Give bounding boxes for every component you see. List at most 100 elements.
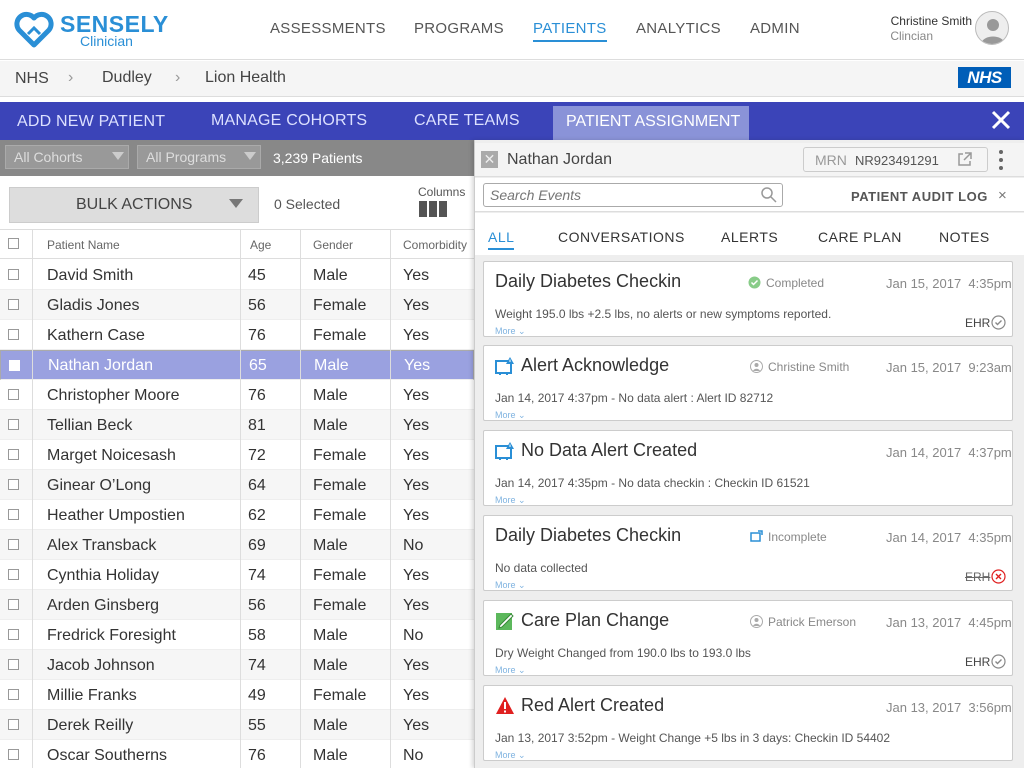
more-link[interactable]: More ⌄ xyxy=(495,410,526,420)
row-checkbox[interactable] xyxy=(8,449,19,460)
row-checkbox[interactable] xyxy=(8,629,19,640)
more-link[interactable]: More ⌄ xyxy=(495,326,526,336)
row-checkbox[interactable] xyxy=(8,299,19,310)
cell-name: Jacob Johnson xyxy=(47,657,155,674)
column-header-age[interactable]: Age xyxy=(250,238,272,252)
event-status: Patrick Emerson xyxy=(768,615,857,629)
more-link[interactable]: More ⌄ xyxy=(495,665,526,675)
cell-age: 49 xyxy=(248,687,266,704)
columns-icon[interactable] xyxy=(418,201,448,217)
row-checkbox[interactable] xyxy=(8,269,19,280)
more-options-icon[interactable] xyxy=(998,149,1004,171)
panel-patient-name: Nathan Jordan xyxy=(507,151,612,168)
filter-tab-conversations[interactable]: CONVERSATIONS xyxy=(558,229,685,245)
table-row[interactable]: David Smith 45 Male Yes xyxy=(0,260,474,290)
event-description: Dry Weight Changed from 190.0 lbs to 193… xyxy=(495,646,751,660)
nav-assessments[interactable]: ASSESSMENTS xyxy=(270,20,386,37)
row-checkbox[interactable] xyxy=(8,599,19,610)
nav-programs[interactable]: PROGRAMS xyxy=(414,20,504,37)
filter-tab-care-plan[interactable]: CARE PLAN xyxy=(818,229,902,245)
panel-close-icon[interactable]: ✕ xyxy=(481,151,498,168)
table-header xyxy=(0,230,474,259)
nav-admin[interactable]: ADMIN xyxy=(750,20,800,37)
more-link[interactable]: More ⌄ xyxy=(495,750,526,760)
event-card[interactable]: No Data Alert Created Jan 14, 2017 4:37pm… xyxy=(483,430,1013,506)
event-card[interactable]: Daily Diabetes Checkin Completed Jan 15, 2… xyxy=(483,261,1013,337)
chevron-right-icon: › xyxy=(175,69,181,86)
event-card[interactable]: Red Alert Created Jan 13, 2017 3:56pm Jan … xyxy=(483,685,1013,761)
more-link[interactable]: More ⌄ xyxy=(495,495,526,505)
row-checkbox[interactable] xyxy=(8,749,19,760)
row-checkbox[interactable] xyxy=(8,539,19,550)
table-row[interactable]: Kathern Case 76 Female Yes xyxy=(0,320,474,350)
table-row[interactable]: Millie Franks 49 Female Yes xyxy=(0,680,474,710)
search-icon[interactable] xyxy=(760,186,778,204)
table-row[interactable]: Cynthia Holiday 74 Female Yes xyxy=(0,560,474,590)
column-header-gender[interactable]: Gender xyxy=(313,238,354,252)
row-checkbox[interactable] xyxy=(8,389,19,400)
row-checkbox[interactable] xyxy=(8,329,19,340)
filter-tab-alerts[interactable]: ALERTS xyxy=(721,229,779,245)
audit-log-close-icon[interactable]: × xyxy=(998,187,1007,204)
avatar[interactable] xyxy=(975,11,1009,45)
cell-comorbidity: No xyxy=(403,627,424,644)
search-events-input[interactable] xyxy=(483,183,783,207)
nav-patients[interactable]: PATIENTS xyxy=(533,20,607,42)
tab-add-new-patient[interactable]: ADD NEW PATIENT xyxy=(17,113,166,130)
chevron-down-icon[interactable] xyxy=(229,199,243,208)
row-checkbox[interactable] xyxy=(8,569,19,580)
user-name[interactable]: Christine Smith xyxy=(890,14,972,28)
tab-patient-assignment[interactable]: PATIENT ASSIGNMENT xyxy=(566,113,741,130)
filter-tab-all[interactable]: ALL xyxy=(488,229,515,250)
breadcrumb-item-nhs[interactable]: NHS xyxy=(15,70,49,87)
row-checkbox[interactable] xyxy=(8,719,19,730)
row-checkbox[interactable] xyxy=(9,360,20,371)
event-status: Christine Smith xyxy=(768,360,850,374)
table-row[interactable]: Fredrick Foresight 58 Male No xyxy=(0,620,474,650)
column-header-name[interactable]: Patient Name xyxy=(47,238,120,252)
care-plan-icon xyxy=(495,611,515,631)
table-row[interactable]: Marget Noicesash 72 Female Yes xyxy=(0,440,474,470)
table-row[interactable]: Oscar Southerns 76 Male No xyxy=(0,740,474,768)
tab-manage-cohorts[interactable]: MANAGE COHORTS xyxy=(211,112,368,129)
cell-age: 64 xyxy=(248,477,266,494)
table-row[interactable]: Jacob Johnson 74 Male Yes xyxy=(0,650,474,680)
table-row[interactable]: Gladis Jones 56 Female Yes xyxy=(0,290,474,320)
cell-comorbidity: Yes xyxy=(403,657,430,674)
event-title: Daily Diabetes Checkin xyxy=(495,525,682,545)
table-row[interactable]: Alex Transback 69 Male No xyxy=(0,530,474,560)
filter-tab-notes[interactable]: NOTES xyxy=(939,229,990,245)
table-row[interactable]: Christopher Moore 76 Male Yes xyxy=(0,380,474,410)
breadcrumb-item-dudley[interactable]: Dudley xyxy=(102,69,152,86)
row-checkbox[interactable] xyxy=(8,659,19,670)
nav-analytics[interactable]: ANALYTICS xyxy=(636,20,721,37)
program-select[interactable]: All Programs xyxy=(137,145,261,169)
row-checkbox[interactable] xyxy=(8,509,19,520)
table-row[interactable]: Derek Reilly 55 Male Yes xyxy=(0,710,474,740)
external-link-icon[interactable] xyxy=(957,151,973,167)
program-select-value: All Programs xyxy=(146,149,227,165)
table-row[interactable]: Arden Ginsberg 56 Female Yes xyxy=(0,590,474,620)
event-card[interactable]: Daily Diabetes Checkin Incomplete Jan 14, … xyxy=(483,515,1013,591)
more-link[interactable]: More ⌄ xyxy=(495,580,526,590)
breadcrumb-item-lion-health[interactable]: Lion Health xyxy=(205,69,286,86)
row-checkbox[interactable] xyxy=(8,479,19,490)
row-checkbox[interactable] xyxy=(8,689,19,700)
close-icon[interactable] xyxy=(990,107,1012,133)
cell-age: 72 xyxy=(248,447,266,464)
event-card[interactable]: Care Plan Change Patrick Emerson Jan 13, 2… xyxy=(483,600,1013,676)
tab-care-teams[interactable]: CARE TEAMS xyxy=(414,112,520,129)
row-checkbox[interactable] xyxy=(8,419,19,430)
table-row[interactable]: Tellian Beck 81 Male Yes xyxy=(0,410,474,440)
cell-comorbidity: Yes xyxy=(403,597,430,614)
table-row[interactable]: Ginear O’Long 64 Female Yes xyxy=(0,470,474,500)
table-row[interactable]: Nathan Jordan 65 Male Yes xyxy=(0,350,474,380)
event-card[interactable]: Alert Acknowledge Christine Smith Jan 15, … xyxy=(483,345,1013,421)
bulk-actions-button[interactable]: BULK ACTIONS xyxy=(9,187,259,223)
column-header-comorbidity[interactable]: Comorbidity xyxy=(403,238,468,252)
select-all-checkbox[interactable] xyxy=(8,238,19,249)
tab-patient-assignment-bg[interactable] xyxy=(553,106,749,140)
cohort-select[interactable]: All Cohorts xyxy=(5,145,129,169)
selected-count: 0 Selected xyxy=(274,196,341,212)
table-row[interactable]: Heather Umpostien 62 Female Yes xyxy=(0,500,474,530)
